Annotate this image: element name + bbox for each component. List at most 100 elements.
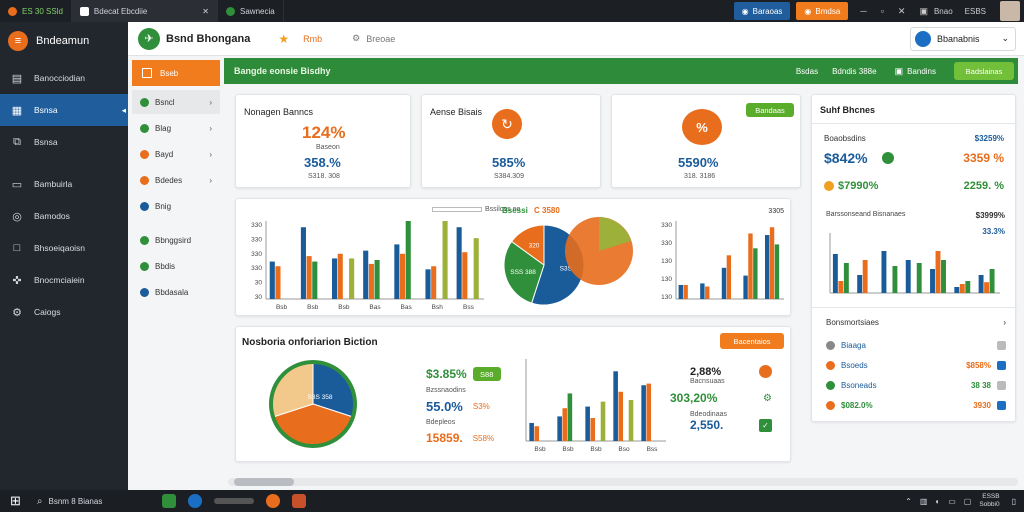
monitor-icon[interactable]: ▢ — [963, 496, 972, 506]
kpi-card-button[interactable]: Bandaas — [746, 103, 794, 117]
panel-list-item[interactable]: Biaaga — [826, 335, 1006, 355]
chevron-up-icon[interactable]: ⌃ — [905, 496, 912, 506]
sidebar-item-label: Bhsoeiqaoisn — [34, 243, 86, 253]
status-dot-icon — [140, 123, 149, 133]
legend: Bssiloss oo — [432, 206, 520, 213]
panel-stat-value: 2259. % — [963, 180, 1004, 192]
search-icon[interactable]: ⌕ — [36, 495, 43, 507]
start-icon[interactable]: ⊞ — [10, 493, 21, 508]
close-icon[interactable]: ✕ — [202, 6, 209, 16]
network-icon[interactable]: ▥ — [919, 496, 928, 506]
bar — [456, 227, 462, 299]
metric-value: 55.0% — [426, 399, 463, 414]
record-icon[interactable] — [266, 494, 281, 508]
user-menu[interactable]: Bbanabnis ⌄ — [910, 26, 1016, 51]
list-item-value: 3930 — [973, 400, 991, 410]
nav-link[interactable]: Rmb — [303, 33, 323, 44]
avatar[interactable] — [1000, 1, 1020, 21]
panel-list-item[interactable]: Bsoneads 38 38 — [826, 375, 1006, 395]
header-link[interactable]: Bdndis 388e — [832, 66, 877, 76]
tag-icon — [759, 365, 772, 378]
notification-icon[interactable]: ▯ — [1011, 496, 1016, 506]
sub-navigation: Bseb Bsncl › Blag › Bayd › Bdedes › Bnig Bbnggsir… — [132, 60, 220, 298]
sidebar-item-3[interactable]: ⧉ Bsnsa — [0, 126, 128, 158]
y-tick-label: 330 — [251, 236, 262, 243]
close-window-icon[interactable]: ✕ — [897, 5, 906, 16]
minimize-icon[interactable]: ─ — [860, 6, 867, 16]
status-dot-icon — [140, 287, 149, 297]
bar — [862, 260, 868, 293]
settings-icon[interactable]: ⚙ — [352, 33, 361, 43]
primary-action-button[interactable]: ◉ Baraoas — [733, 2, 791, 20]
volume-icon[interactable]: ◐ — [935, 496, 941, 506]
app-green-icon[interactable] — [162, 494, 177, 508]
subnav-item[interactable]: Bbdasala — [132, 280, 220, 304]
x-tick-label: Bas — [401, 304, 413, 311]
bar — [843, 263, 849, 293]
secondary-action-button[interactable]: ◉ Bmdsa — [796, 2, 849, 20]
bar — [275, 266, 281, 299]
divider — [812, 123, 1017, 124]
browser-icon[interactable] — [188, 494, 203, 508]
subnav-label: Blag — [155, 123, 172, 133]
sidebar-item-1[interactable]: ▤ Banocciodian — [0, 62, 128, 94]
subnav-active-item[interactable]: Bseb — [132, 60, 220, 86]
pie-title: Bsessi C 3580 — [502, 206, 560, 215]
sidebar-item-7[interactable]: ✜ Bnocmciaiein — [0, 264, 128, 296]
battery-icon[interactable]: ▭ — [948, 496, 956, 506]
taskbar: ⊞ ⌕ Bsnm 8 Bianas ⌃ ▥ ◐ ▭ ▢ ESSB Sobbi0 … — [0, 490, 1024, 512]
metric-button[interactable]: S88 — [472, 367, 501, 381]
sidebar-item-8[interactable]: ⚙ Caiogs — [0, 296, 128, 328]
brand-logo-icon: ≡ — [8, 31, 28, 51]
subnav-label: Bbdis — [155, 261, 176, 271]
subnav-item[interactable]: Bbnggsird — [132, 228, 220, 252]
x-tick-label: Bss — [647, 446, 659, 453]
clock[interactable]: ESSB Sobbi0 — [979, 493, 999, 509]
sidebar-item-2[interactable]: ▦ Bsnsa ◂ — [0, 94, 128, 126]
right-panel: Suhf Bhcnes Boaobsdins $3259% $842% 3359… — [811, 94, 1017, 422]
app-orange-icon[interactable] — [292, 494, 307, 508]
subnav-item[interactable]: Bsncl › — [132, 90, 220, 114]
sidebar-item-4[interactable]: ▭ Bambuirla — [0, 168, 128, 200]
panel-list-item[interactable]: Bsoeds $858% — [826, 355, 1006, 375]
sidebar-item-5[interactable]: ◎ Bamodos — [0, 200, 128, 232]
subnav-item[interactable]: Bdedes › — [132, 168, 220, 192]
sidebar-brand[interactable]: ≡ Bndeamun — [0, 22, 128, 60]
collapse-icon[interactable]: ◂ — [121, 104, 126, 115]
subnav-item[interactable]: Blag › — [132, 116, 220, 140]
bar — [774, 244, 780, 299]
header-link[interactable]: Bandins — [907, 66, 936, 76]
section-header-bar: Bangde eonsie Bisdhy Bsdas Bdndis 388e ▣… — [224, 58, 1018, 84]
tab-2[interactable]: Bdecat Ebcdiie ✕ — [71, 0, 218, 22]
status-dot-icon — [826, 360, 835, 370]
header-link[interactable]: Bsdas — [795, 66, 819, 76]
chevron-right-icon[interactable]: › — [1003, 317, 1006, 327]
list-item-value: 38 38 — [970, 380, 991, 390]
maximize-icon[interactable]: ▫ — [880, 6, 884, 16]
tab-3[interactable]: Sawnecia — [218, 0, 284, 22]
subnav-item[interactable]: Bnig — [132, 194, 220, 218]
chevron-right-icon: › — [209, 97, 212, 107]
bar — [705, 286, 710, 299]
scrollbar-thumb[interactable] — [234, 478, 294, 486]
user-tray-icon[interactable]: ▣ — [919, 5, 928, 16]
panel-list-item[interactable]: $082.0% 3930 — [826, 395, 1006, 415]
subnav-item[interactable]: Bbdis — [132, 254, 220, 278]
subnav-label: Bbdasala — [155, 287, 189, 297]
taskbar-search[interactable]: Bsnm 8 Bianas — [48, 496, 103, 506]
nav-link[interactable]: Breoae — [366, 33, 396, 44]
metric-label: Bdepleos — [426, 419, 456, 426]
summary-action-button[interactable]: Bacentaios — [720, 333, 784, 349]
horizontal-scrollbar[interactable] — [228, 478, 1018, 486]
sidebar: ≡ Bndeamun ▤ Banocciodian ▦ Bsnsa ◂ ⧉ Bs… — [0, 22, 128, 490]
x-tick-label: Bss — [463, 304, 475, 311]
summary-card: Nosboria onforiarion Biction Bacentaios … — [235, 326, 791, 462]
sidebar-item-6[interactable]: □ Bhsoeiqaoisn — [0, 232, 128, 264]
metric-value: 15859. — [426, 431, 463, 445]
subnav-item[interactable]: Bayd › — [132, 142, 220, 166]
app-window-icon[interactable] — [214, 498, 255, 504]
chart-top-label: 3305 — [768, 208, 784, 215]
header-action-button[interactable]: Badslainas — [954, 62, 1014, 80]
star-icon[interactable]: ★ — [278, 31, 290, 46]
tab-1[interactable]: ES 30 SSld — [0, 0, 72, 22]
